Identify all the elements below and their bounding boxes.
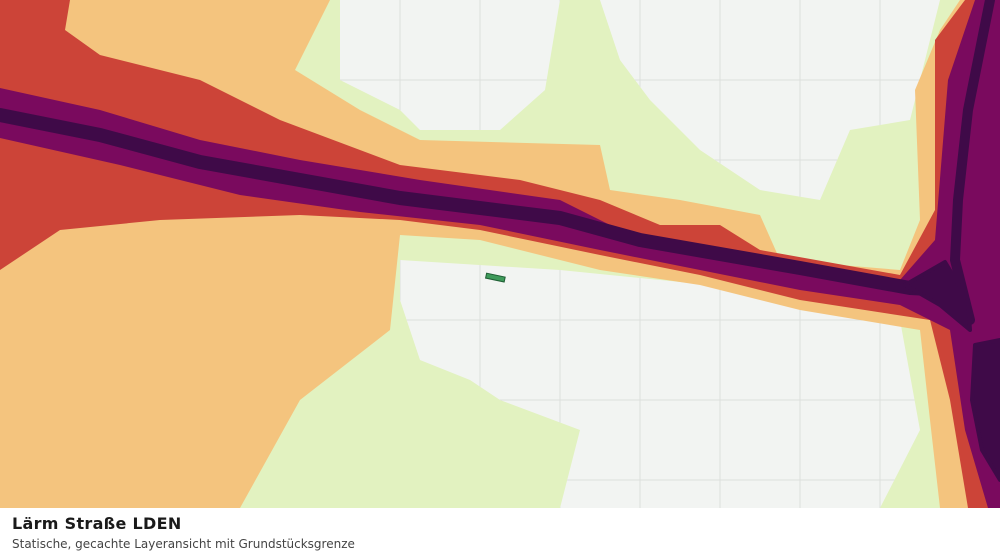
map-view [0, 0, 1000, 508]
caption-subtitle: Statische, gecachte Layeransicht mit Gru… [12, 537, 355, 551]
parcel-boundary [484, 272, 506, 283]
caption-bar: Lärm Straße LDEN Statische, gecachte Lay… [0, 508, 1000, 560]
caption-title: Lärm Straße LDEN [12, 514, 182, 533]
noise-band-red [0, 0, 1000, 508]
noise-band-core [0, 0, 1000, 482]
